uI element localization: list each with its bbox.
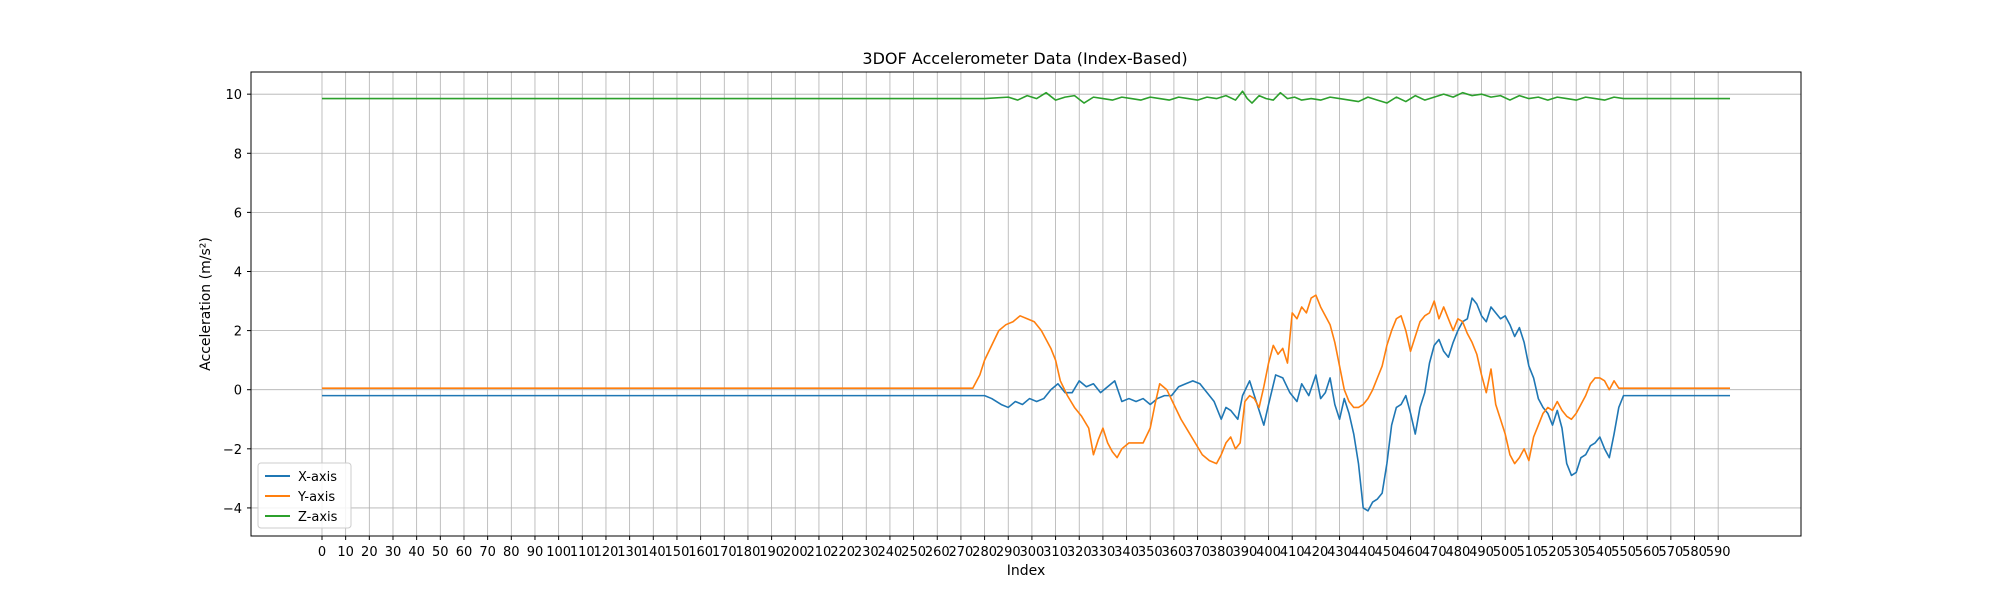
y-axis-ticks: −4 −2 0 2 4 6 8 10 (223, 88, 251, 517)
x-tick-label: 120 (594, 545, 619, 560)
x-tick-label: 440 (1351, 545, 1376, 560)
x-tick-label: 470 (1422, 545, 1447, 560)
x-tick-label: 480 (1445, 545, 1470, 560)
plot-area-frame (250, 71, 1802, 537)
x-axis-label: Index (1007, 563, 1046, 579)
x-axis-ticks: 0 10 20 30 40 50 60 70 80 90 100110120130140150160… (318, 536, 1731, 560)
x-tick-label: 250 (901, 545, 926, 560)
y-tick-label: −2 (223, 443, 242, 458)
x-tick-label: 450 (1374, 545, 1399, 560)
x-tick-label: 100 (546, 545, 571, 560)
x-tick-label: 140 (641, 545, 666, 560)
x-tick-label: 130 (617, 545, 642, 560)
x-tick-label: 180 (736, 545, 761, 560)
x-tick-label: 280 (972, 545, 997, 560)
x-tick-label: 390 (1232, 545, 1257, 560)
x-tick-label: 540 (1587, 545, 1612, 560)
x-tick-label: 170 (712, 545, 737, 560)
x-tick-label: 110 (570, 545, 595, 560)
x-tick-label: 70 (479, 545, 496, 560)
legend-label-z-axis: Z-axis (298, 510, 338, 525)
grid (251, 72, 1801, 536)
y-tick-label: 10 (225, 88, 242, 103)
x-tick-label: 570 (1658, 545, 1683, 560)
x-tick-label: 220 (830, 545, 855, 560)
y-tick-label: 4 (234, 265, 242, 280)
z-axis-series-line (321, 90, 1731, 104)
x-tick-label: 90 (527, 545, 544, 560)
x-tick-label: 320 (1067, 545, 1092, 560)
x-tick-label: 160 (688, 545, 713, 560)
x-tick-label: 560 (1635, 545, 1660, 560)
x-tick-label: 230 (854, 545, 879, 560)
x-tick-label: 330 (1090, 545, 1115, 560)
x-tick-label: 430 (1327, 545, 1352, 560)
x-axis-series-line (321, 297, 1731, 512)
x-tick-label: 40 (408, 545, 425, 560)
x-tick-label: 340 (1114, 545, 1139, 560)
x-tick-label: 10 (337, 545, 354, 560)
x-tick-label: 590 (1706, 545, 1731, 560)
x-tick-label: 350 (1138, 545, 1163, 560)
x-tick-label: 290 (996, 545, 1021, 560)
x-tick-label: 410 (1280, 545, 1305, 560)
x-tick-label: 210 (807, 545, 832, 560)
y-tick-label: 0 (234, 384, 242, 399)
x-tick-label: 310 (1043, 545, 1068, 560)
x-tick-label: 260 (925, 545, 950, 560)
x-tick-label: 580 (1682, 545, 1707, 560)
x-tick-label: 240 (878, 545, 903, 560)
x-tick-label: 270 (949, 545, 974, 560)
x-tick-label: 460 (1398, 545, 1423, 560)
legend-label-x-axis: X-axis (298, 470, 337, 485)
x-tick-label: 520 (1540, 545, 1565, 560)
x-tick-label: 370 (1185, 545, 1210, 560)
x-tick-label: 30 (385, 545, 402, 560)
legend-box (257, 462, 352, 529)
x-tick-label: 80 (503, 545, 520, 560)
x-tick-label: 400 (1256, 545, 1281, 560)
x-tick-label: 150 (665, 545, 690, 560)
legend-label-y-axis: Y-axis (297, 490, 335, 505)
y-tick-label: 6 (234, 206, 242, 221)
x-tick-label: 190 (759, 545, 784, 560)
chart-title: 3DOF Accelerometer Data (Index-Based) (862, 49, 1187, 68)
legend: X-axis Y-axis Z-axis (257, 462, 352, 529)
y-tick-label: 2 (234, 325, 242, 340)
x-tick-label: 500 (1493, 545, 1518, 560)
x-tick-label: 0 (318, 545, 326, 560)
x-tick-label: 50 (432, 545, 449, 560)
y-axis-label: Acceleration (m/s²) (198, 237, 214, 371)
x-tick-label: 300 (1020, 545, 1045, 560)
x-tick-label: 200 (783, 545, 808, 560)
x-tick-label: 380 (1209, 545, 1234, 560)
y-axis-series-line (321, 294, 1731, 465)
x-tick-label: 20 (361, 545, 378, 560)
series-lines (321, 90, 1731, 512)
x-tick-label: 360 (1161, 545, 1186, 560)
y-tick-label: −4 (223, 502, 242, 517)
x-tick-label: 420 (1303, 545, 1328, 560)
y-tick-label: 8 (234, 147, 242, 162)
x-tick-label: 530 (1564, 545, 1589, 560)
x-tick-label: 510 (1516, 545, 1541, 560)
x-tick-label: 60 (456, 545, 473, 560)
x-tick-label: 490 (1469, 545, 1494, 560)
x-tick-label: 550 (1611, 545, 1636, 560)
